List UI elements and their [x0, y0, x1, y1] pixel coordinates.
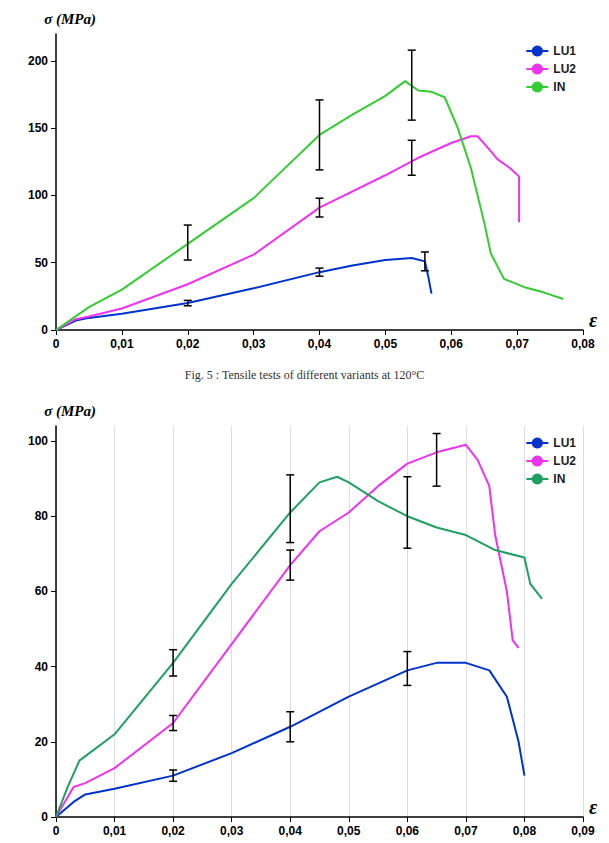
svg-text:0,06: 0,06 — [396, 824, 420, 838]
svg-text:0,08: 0,08 — [513, 824, 537, 838]
svg-text:σ (MPa): σ (MPa) — [44, 403, 96, 420]
svg-text:100: 100 — [28, 434, 48, 448]
svg-text:0,06: 0,06 — [440, 337, 464, 351]
svg-text:σ (MPa): σ (MPa) — [44, 11, 96, 28]
svg-text:ε: ε — [589, 796, 598, 818]
svg-text:0,04: 0,04 — [308, 337, 332, 351]
svg-text:LU1: LU1 — [553, 436, 576, 450]
svg-text:Fig. 5 : Tensile tests of diff: Fig. 5 : Tensile tests of different vari… — [185, 368, 424, 382]
svg-text:0: 0 — [41, 810, 48, 824]
svg-text:LU1: LU1 — [553, 44, 576, 58]
svg-text:0: 0 — [53, 337, 60, 351]
svg-text:LU2: LU2 — [553, 454, 576, 468]
svg-text:LU2: LU2 — [553, 62, 576, 76]
svg-text:20: 20 — [35, 735, 49, 749]
svg-text:IN: IN — [553, 472, 565, 486]
svg-text:0,08: 0,08 — [571, 337, 595, 351]
svg-text:0,09: 0,09 — [571, 824, 595, 838]
svg-text:0,07: 0,07 — [454, 824, 478, 838]
svg-text:0: 0 — [41, 323, 48, 337]
svg-text:0,04: 0,04 — [279, 824, 303, 838]
svg-text:40: 40 — [35, 660, 49, 674]
svg-text:0,05: 0,05 — [337, 824, 361, 838]
svg-text:0,01: 0,01 — [110, 337, 134, 351]
svg-text:IN: IN — [553, 80, 565, 94]
svg-text:60: 60 — [35, 584, 49, 598]
svg-text:200: 200 — [28, 54, 48, 68]
svg-text:ε: ε — [589, 309, 598, 331]
svg-text:150: 150 — [28, 121, 48, 135]
svg-text:0,02: 0,02 — [161, 824, 185, 838]
svg-text:0,02: 0,02 — [176, 337, 200, 351]
svg-text:0,03: 0,03 — [220, 824, 244, 838]
svg-text:80: 80 — [35, 509, 49, 523]
svg-text:0,01: 0,01 — [103, 824, 127, 838]
svg-text:0,03: 0,03 — [242, 337, 266, 351]
svg-text:0,07: 0,07 — [505, 337, 529, 351]
svg-text:0: 0 — [53, 824, 60, 838]
svg-text:0,05: 0,05 — [374, 337, 398, 351]
svg-text:50: 50 — [35, 256, 49, 270]
svg-text:100: 100 — [28, 188, 48, 202]
